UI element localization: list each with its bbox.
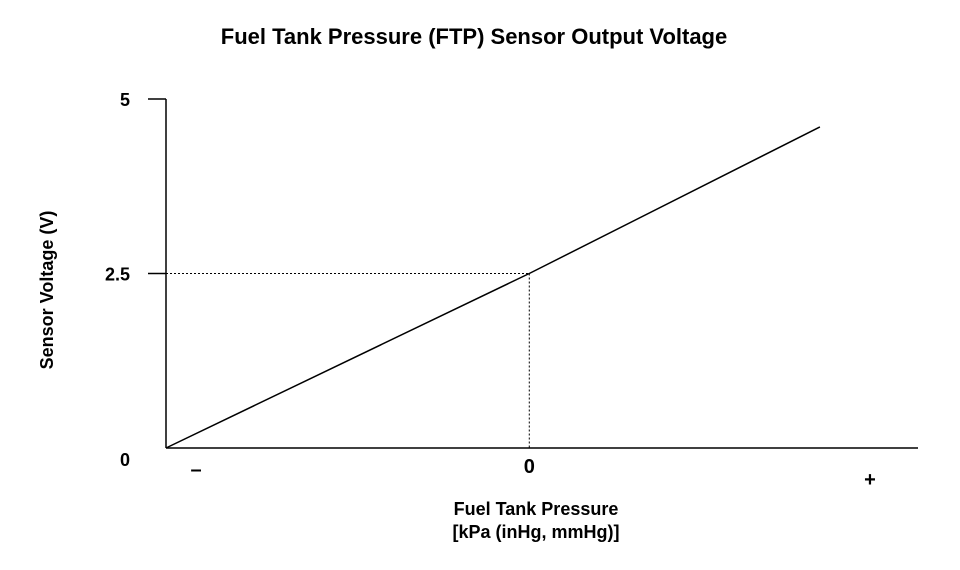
x-tick-label: 0 <box>524 456 535 478</box>
y-tick-label: 2.5 <box>105 265 130 285</box>
series-layer <box>165 126 821 449</box>
x-tick-label: – <box>190 459 201 481</box>
x-axis-label-line1: Fuel Tank Pressure <box>454 499 619 519</box>
y-tick-label: 0 <box>120 450 130 470</box>
x-axis-label-line2: [kPa (inHg, mmHg)] <box>452 522 619 542</box>
reference-lines <box>166 273 530 448</box>
y-tick-label: 5 <box>120 90 130 110</box>
y-ticks: 02.55 <box>105 90 166 470</box>
x-ticks: – 0 + <box>190 456 875 491</box>
y-axis-label: Sensor Voltage (V) <box>37 211 57 370</box>
series-line <box>165 126 821 449</box>
x-tick-label: + <box>864 469 876 491</box>
chart-title: Fuel Tank Pressure (FTP) Sensor Output V… <box>221 24 727 49</box>
